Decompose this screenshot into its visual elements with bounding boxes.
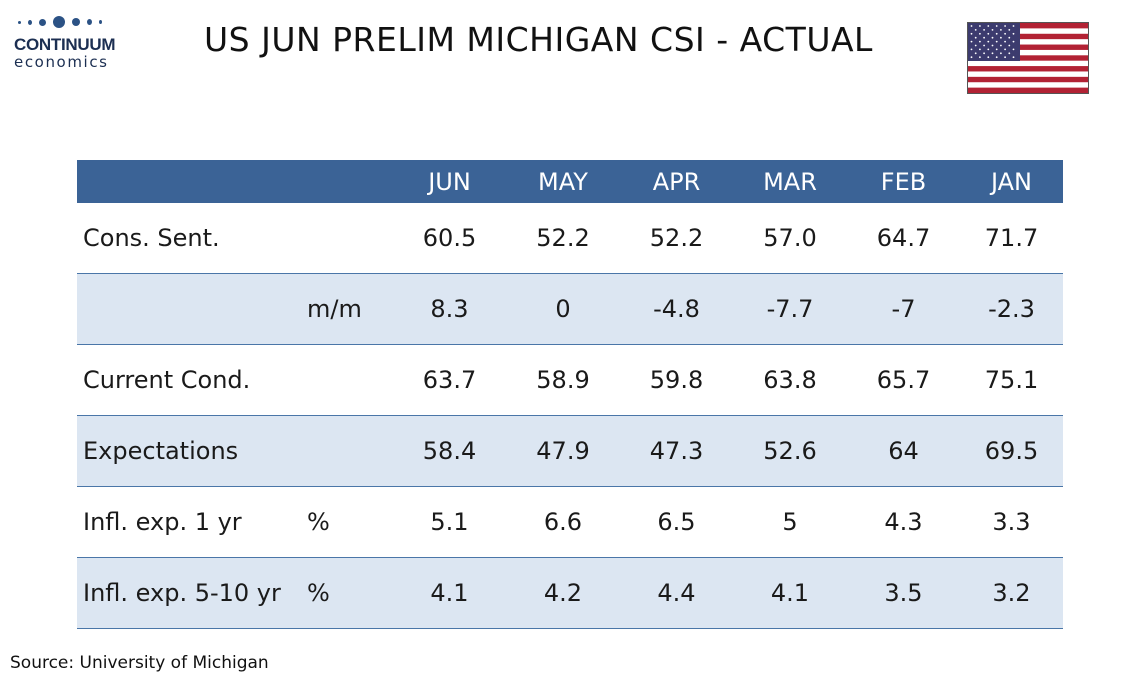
table-cell: 4.3	[847, 486, 960, 558]
table-cell: 57.0	[733, 203, 847, 274]
table-cell: 64.7	[847, 203, 960, 274]
table-cell: 52.2	[506, 203, 620, 274]
row-label	[77, 273, 303, 345]
table-row: Infl. exp. 1 yr% 5.1 6.6 6.5 5 4.3 3.3	[77, 486, 1063, 558]
table-cell: 8.3	[393, 273, 506, 345]
logo-wordmark-economics: economics	[14, 53, 109, 71]
table-cell: -7.7	[733, 273, 847, 345]
table-cell: 58.9	[506, 344, 620, 416]
table-cell: 71.7	[960, 203, 1063, 274]
table-cell: 5	[733, 486, 847, 558]
table-cell: 75.1	[960, 344, 1063, 416]
continuum-economics-logo: CONTINUUM economics	[14, 14, 134, 70]
row-label: Current Cond.	[77, 344, 303, 416]
table-cell: 65.7	[847, 344, 960, 416]
table-cell: 4.4	[620, 557, 733, 629]
column-header-jun: JUN	[393, 160, 506, 203]
table-row: m/m 8.3 0 -4.8 -7.7 -7 -2.3	[77, 273, 1063, 345]
row-unit: %	[303, 486, 393, 558]
row-unit: m/m	[303, 273, 393, 345]
column-header-may: MAY	[506, 160, 620, 203]
table-cell: 4.2	[506, 557, 620, 629]
table-cell: 3.3	[960, 486, 1063, 558]
table-cell: 60.5	[393, 203, 506, 274]
logo-dots-icon	[14, 14, 134, 30]
column-header-apr: APR	[620, 160, 733, 203]
table-row: Current Cond. 63.7 58.9 59.8 63.8 65.7 75.1	[77, 344, 1063, 416]
table-cell: 4.1	[393, 557, 506, 629]
table-cell: 59.8	[620, 344, 733, 416]
table-cell: 47.3	[620, 415, 733, 487]
header-blank-unit	[303, 160, 393, 203]
table-cell: 6.6	[506, 486, 620, 558]
source-note: Source: University of Michigan	[10, 653, 269, 673]
table-cell: 69.5	[960, 415, 1063, 487]
table-cell: 47.9	[506, 415, 620, 487]
table-header-row: JUN MAY APR MAR FEB JAN	[77, 160, 1063, 203]
column-header-mar: MAR	[733, 160, 847, 203]
table-cell: 63.8	[733, 344, 847, 416]
table-cell: 52.2	[620, 203, 733, 274]
table-cell: -2.3	[960, 273, 1063, 345]
column-header-feb: FEB	[847, 160, 960, 203]
table-row: Infl. exp. 5-10 yr% 4.1 4.2 4.4 4.1 3.5 3.2	[77, 557, 1063, 629]
column-header-jan: JAN	[960, 160, 1063, 203]
table-cell: -7	[847, 273, 960, 345]
row-unit: %	[303, 557, 393, 629]
table-cell: 5.1	[393, 486, 506, 558]
row-unit	[303, 415, 393, 487]
row-unit	[303, 344, 393, 416]
table-cell: 3.5	[847, 557, 960, 629]
table-cell: 4.1	[733, 557, 847, 629]
table-cell: 63.7	[393, 344, 506, 416]
table-row: Expectations 58.4 47.9 47.3 52.6 64 69.5	[77, 415, 1063, 487]
table-row: Cons. Sent. 60.5 52.2 52.2 57.0 64.7 71.7	[77, 203, 1063, 274]
row-unit	[303, 203, 393, 274]
table-cell: -4.8	[620, 273, 733, 345]
table-cell: 6.5	[620, 486, 733, 558]
table-cell: 52.6	[733, 415, 847, 487]
table-cell: 64	[847, 415, 960, 487]
table-cell: 0	[506, 273, 620, 345]
table-cell: 58.4	[393, 415, 506, 487]
row-label: Infl. exp. 5-10 yr	[77, 557, 303, 629]
header-blank-label	[77, 160, 303, 203]
row-label: Infl. exp. 1 yr	[77, 486, 303, 558]
us-flag-icon	[967, 22, 1089, 94]
table-cell: 3.2	[960, 557, 1063, 629]
page-title: US JUN PRELIM MICHIGAN CSI - ACTUAL	[204, 20, 873, 59]
row-label: Expectations	[77, 415, 303, 487]
row-label: Cons. Sent.	[77, 203, 303, 274]
michigan-csi-table: JUN MAY APR MAR FEB JAN Cons. Sent. 60.5 52.2 52…	[77, 160, 1063, 629]
logo-wordmark-continuum: CONTINUUM	[14, 35, 116, 54]
